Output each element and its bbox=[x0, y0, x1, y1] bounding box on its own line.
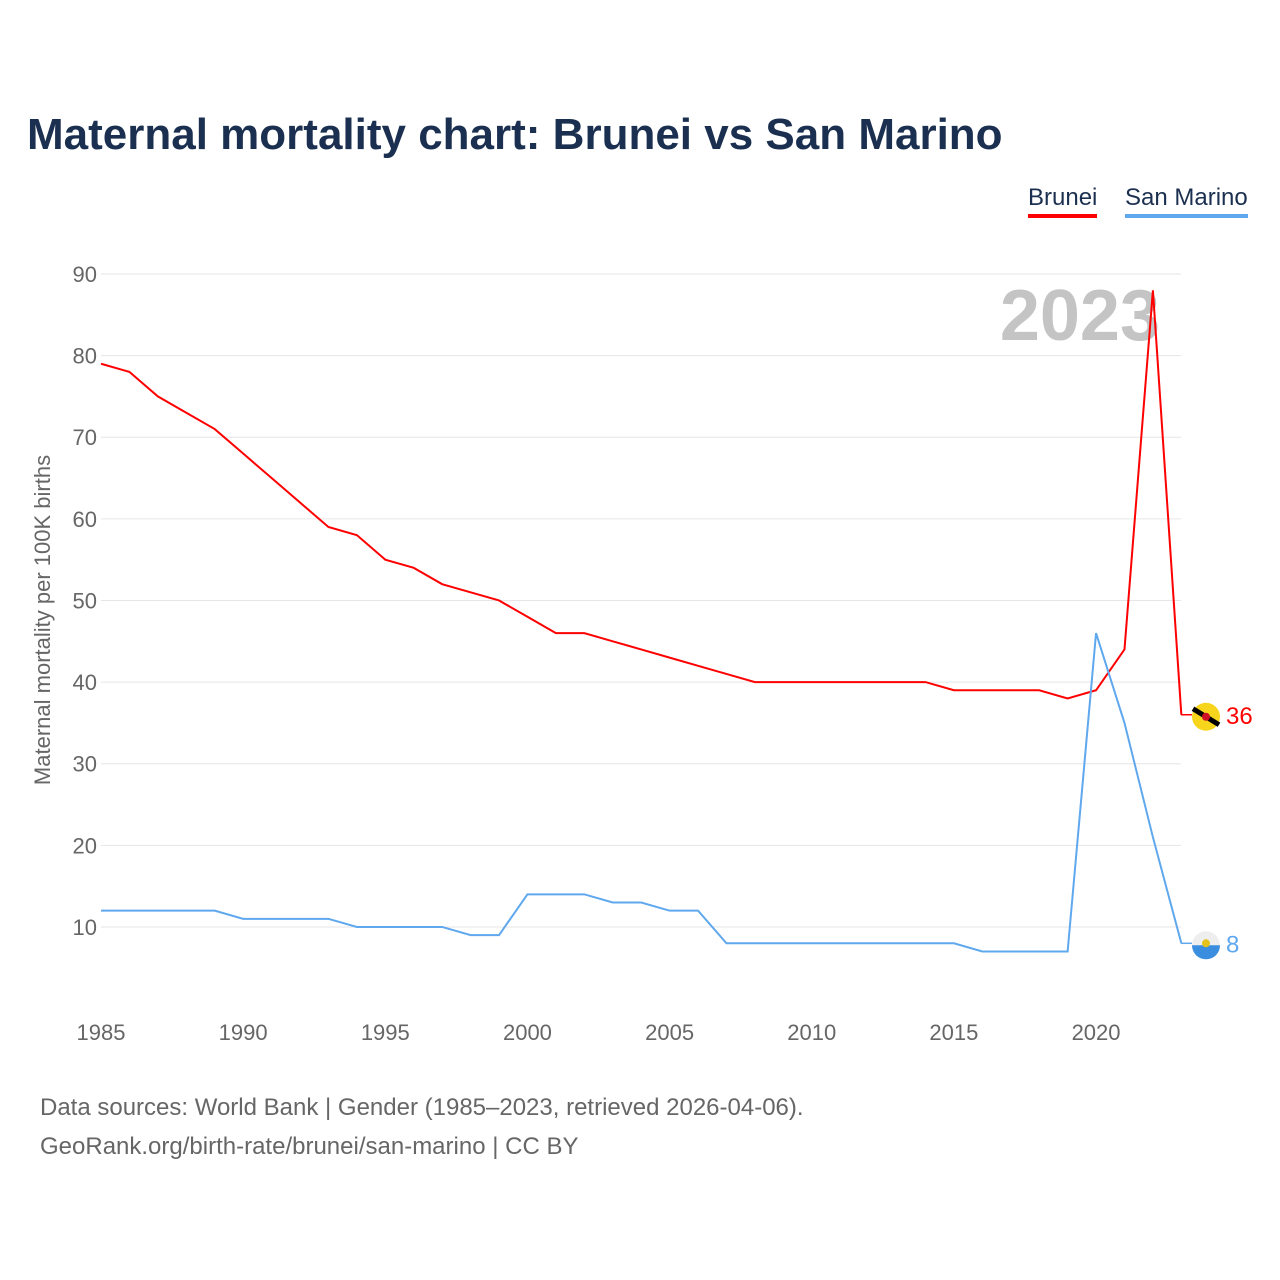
legend-brunei[interactable]: Brunei bbox=[1028, 184, 1098, 218]
x-tick-label: 2005 bbox=[645, 1020, 694, 1045]
flag-emblem bbox=[1202, 712, 1210, 721]
x-tick-label: 2020 bbox=[1072, 1020, 1121, 1045]
x-tick-label: 1985 bbox=[77, 1020, 126, 1045]
y-tick-label: 30 bbox=[73, 752, 97, 777]
flag-half bbox=[1192, 945, 1220, 960]
x-tick-label: 1990 bbox=[219, 1020, 268, 1045]
y-tick-label: 50 bbox=[73, 588, 97, 613]
year-watermark: 2023 bbox=[1000, 276, 1160, 356]
x-tick-label: 2010 bbox=[787, 1020, 836, 1045]
y-tick-label: 60 bbox=[73, 507, 97, 532]
flag-emblem bbox=[1202, 939, 1210, 948]
x-tick-label: 2000 bbox=[503, 1020, 552, 1045]
chart-title: Maternal mortality chart: Brunei vs San … bbox=[27, 110, 1003, 159]
end-value-label: 8 bbox=[1226, 931, 1239, 958]
source-line-2[interactable]: GeoRank.org/birth-rate/brunei/san-marino… bbox=[40, 1133, 579, 1160]
y-axis-label: Maternal mortality per 100K births bbox=[30, 455, 55, 785]
series-line-san-marino bbox=[101, 632, 1183, 953]
source-note: Data sources: World Bank | Gender (1985–… bbox=[40, 1088, 804, 1166]
y-tick-label: 70 bbox=[73, 425, 97, 450]
x-tick-label: 1995 bbox=[361, 1020, 410, 1045]
y-tick-label: 10 bbox=[73, 915, 97, 940]
y-tick-label: 40 bbox=[73, 670, 97, 695]
y-tick-label: 90 bbox=[73, 262, 97, 287]
x-tick-label: 2015 bbox=[929, 1020, 978, 1045]
end-value-label: 36 bbox=[1226, 703, 1253, 730]
series-line-brunei bbox=[100, 290, 1183, 715]
legend-san-marino[interactable]: San Marino bbox=[1125, 184, 1248, 218]
y-tick-label: 20 bbox=[73, 833, 97, 858]
y-tick-label: 80 bbox=[73, 344, 97, 369]
source-line-1: Data sources: World Bank | Gender (1985–… bbox=[40, 1094, 804, 1121]
